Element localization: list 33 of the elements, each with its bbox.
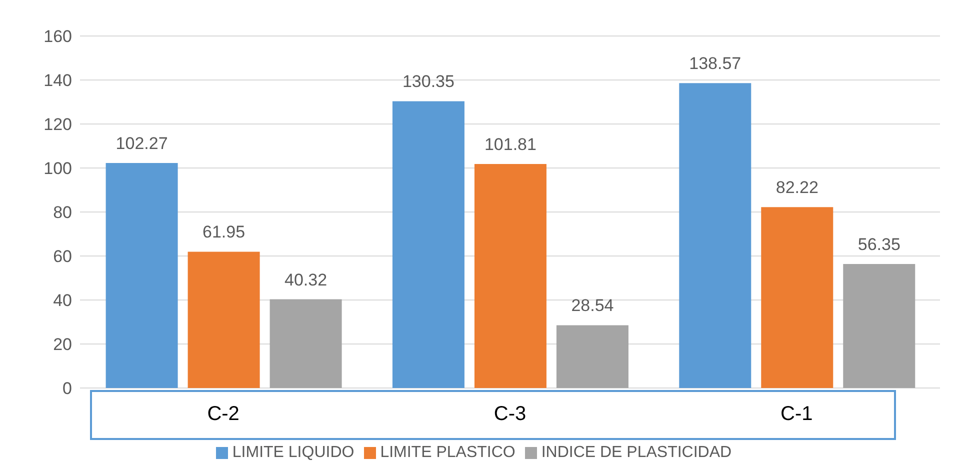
y-tick-label: 60 (53, 247, 72, 266)
y-tick-label: 140 (44, 71, 72, 90)
data-label: 40.32 (284, 270, 328, 290)
y-tick-label: 0 (62, 379, 72, 398)
y-tick-label: 40 (53, 291, 72, 310)
x-tick-label: C-3 (494, 403, 526, 426)
y-tick-label: 120 (44, 115, 72, 134)
bar (270, 299, 342, 388)
bar (679, 83, 752, 388)
x-tick-label: C-1 (780, 403, 813, 426)
bar (556, 325, 628, 388)
data-label: 101.81 (484, 135, 536, 154)
data-label: 28.54 (571, 296, 614, 316)
bar (843, 264, 916, 388)
data-label: 130.35 (402, 72, 454, 92)
data-label: 56.35 (858, 235, 900, 254)
x-tick-label: C-2 (207, 403, 240, 426)
y-tick-label: 100 (44, 159, 72, 178)
bar (188, 252, 260, 388)
legend-label: LIMITE LIQUIDO (232, 444, 354, 461)
bar (392, 101, 464, 388)
data-label: 102.27 (116, 134, 168, 154)
data-label: 61.95 (202, 222, 246, 242)
legend-label: INDICE DE PLASTICIDAD (541, 444, 732, 461)
bar (474, 164, 546, 388)
bar (761, 207, 834, 388)
bar (106, 163, 178, 388)
y-tick-label: 20 (53, 335, 72, 354)
data-label: 138.57 (689, 54, 742, 74)
data-label: 82.22 (776, 178, 818, 198)
y-tick-label: 80 (53, 203, 72, 222)
legend-label: LIMITE PLASTICO (380, 444, 516, 461)
y-tick-label: 160 (44, 27, 72, 46)
